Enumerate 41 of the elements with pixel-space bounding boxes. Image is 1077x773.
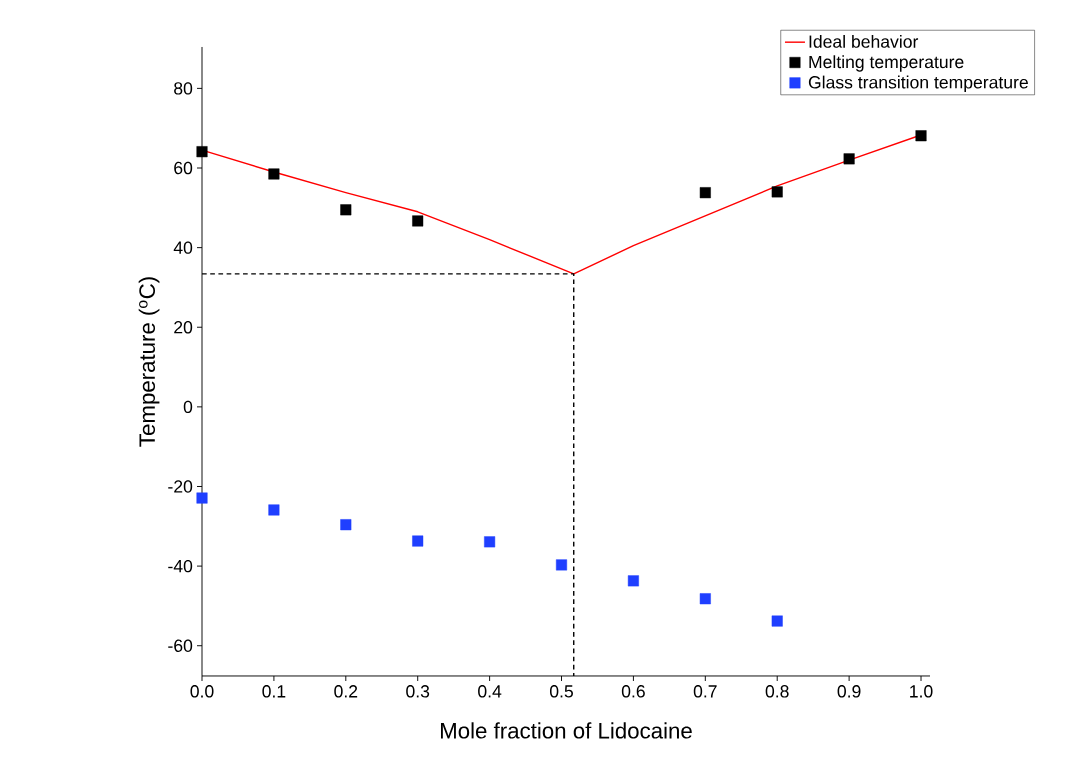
legend-label: Glass transition temperature bbox=[808, 75, 1028, 92]
x-tick-label: 0.4 bbox=[478, 685, 502, 698]
point bbox=[843, 153, 855, 165]
y-tick-label: -40 bbox=[168, 559, 193, 573]
legend-label: Ideal behavior bbox=[809, 34, 919, 48]
point bbox=[196, 146, 208, 158]
x-tick-label: 1.0 bbox=[910, 685, 933, 698]
point bbox=[412, 535, 424, 547]
x-tick-label: 0.8 bbox=[765, 685, 789, 698]
point bbox=[699, 187, 711, 199]
y-tick-label: 80 bbox=[174, 82, 193, 95]
point bbox=[412, 215, 424, 227]
point bbox=[771, 186, 783, 198]
point bbox=[699, 593, 711, 605]
point bbox=[340, 519, 352, 531]
x-axis-title: Mole fraction of Lidocaine bbox=[441, 722, 692, 739]
y-tick-label: 0 bbox=[183, 400, 193, 414]
y-tick-label: -60 bbox=[168, 639, 193, 652]
x-tick-label: 0.0 bbox=[190, 685, 214, 698]
x-tick-label: 0.9 bbox=[837, 685, 861, 698]
point bbox=[484, 536, 496, 548]
point bbox=[556, 559, 568, 571]
x-tick-label: 0.5 bbox=[549, 685, 573, 698]
y-tick-label: 40 bbox=[173, 241, 193, 254]
x-tick-label: 0.6 bbox=[621, 685, 645, 698]
y-tick-label: -20 bbox=[168, 480, 193, 493]
x-tick-label: 0.2 bbox=[334, 685, 358, 698]
point bbox=[915, 130, 927, 142]
y-axis-title: Temperature ($^{o}$C) bbox=[138, 277, 160, 447]
y-tick-label: 60 bbox=[174, 161, 193, 175]
y-tick-label: 20 bbox=[174, 321, 193, 334]
point bbox=[771, 615, 783, 627]
point bbox=[268, 168, 280, 180]
legend-label: Melting temperature bbox=[809, 55, 964, 72]
point bbox=[627, 575, 639, 587]
x-tick-label: 0.1 bbox=[262, 685, 286, 698]
x-tick-label: 0.7 bbox=[693, 685, 717, 698]
x-tick-label: 0.3 bbox=[406, 685, 430, 698]
point bbox=[340, 204, 352, 216]
point bbox=[196, 492, 208, 504]
point bbox=[268, 504, 280, 516]
